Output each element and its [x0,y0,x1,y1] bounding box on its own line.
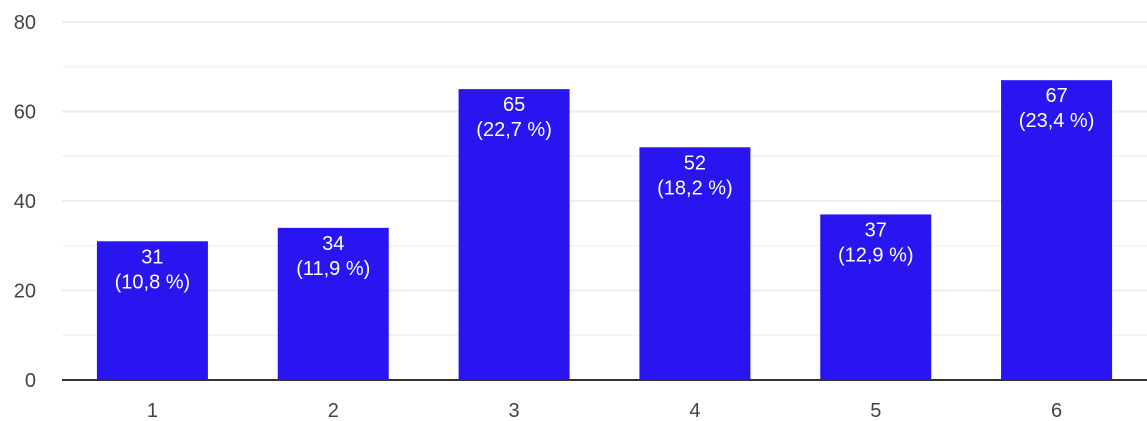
bar-percent-label: (23,4 %) [1019,110,1095,132]
x-tick-label: 2 [328,400,339,421]
bar-percent-label: (18,2 %) [657,177,733,199]
bar-value-label: 52 [684,152,706,174]
bar [639,147,751,380]
y-tick-label: 0 [25,370,36,392]
y-axis: 0 20 40 60 80 [14,12,36,392]
x-axis: 1 2 3 4 5 6 [147,400,1062,421]
bar-percent-label: (10,8 %) [115,271,191,293]
x-tick-label: 4 [689,400,700,421]
bar-percent-label: (12,9 %) [838,244,914,266]
bar-value-label: 34 [322,233,344,255]
x-tick-label: 3 [509,400,520,421]
y-tick-label: 80 [14,12,36,34]
bar-percent-label: (11,9 %) [296,258,370,280]
y-tick-label: 20 [14,281,36,303]
x-tick-label: 1 [147,400,158,421]
bar [820,214,932,380]
y-tick-label: 40 [14,191,36,213]
grid [62,21,1147,336]
x-tick-label: 6 [1051,400,1062,421]
bar-value-label: 31 [141,246,163,268]
bars: 31 (10,8 %) 34 (11,9 %) 65 (22,7 %) 52 (18,2 %)… [96,80,1113,381]
bar [1001,80,1113,381]
bar [458,89,570,380]
x-tick-label: 5 [870,400,881,421]
bar-value-label: 65 [503,94,525,116]
bar [277,227,389,380]
bar-value-label: 67 [1045,85,1067,107]
y-tick-label: 60 [14,102,36,124]
bar-value-label: 37 [865,219,887,241]
bar-percent-label: (22,7 %) [476,119,552,141]
bar [96,241,208,380]
